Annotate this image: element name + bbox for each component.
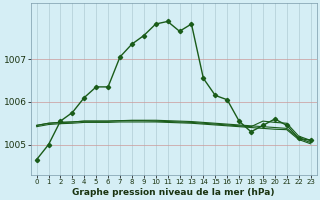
- X-axis label: Graphe pression niveau de la mer (hPa): Graphe pression niveau de la mer (hPa): [72, 188, 275, 197]
